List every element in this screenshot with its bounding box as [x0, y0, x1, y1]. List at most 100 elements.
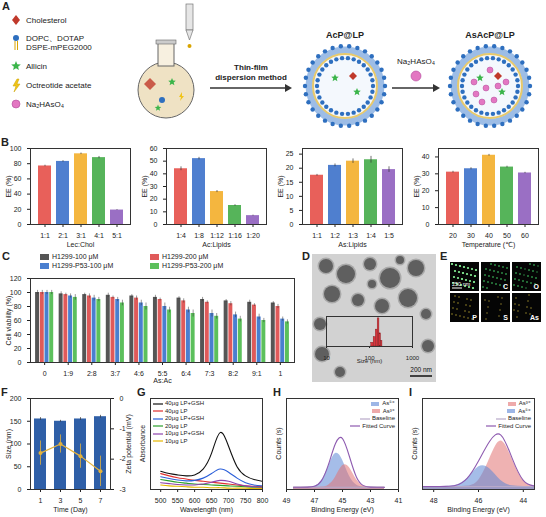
svg-text:40: 40: [150, 170, 158, 177]
svg-text:7:3: 7:3: [205, 370, 215, 377]
svg-text:0: 0: [43, 370, 47, 377]
svg-text:600: 600: [189, 497, 201, 504]
svg-text:60: 60: [521, 232, 529, 239]
svg-text:700: 700: [223, 497, 235, 504]
svg-text:150: 150: [10, 417, 22, 424]
svg-text:-3: -3: [120, 486, 126, 493]
svg-text:750: 750: [240, 497, 252, 504]
svg-text:Temperature (℃): Temperature (℃): [462, 241, 516, 249]
svg-text:10: 10: [150, 208, 158, 215]
svg-text:1:3: 1:3: [348, 232, 358, 239]
svg-text:Binding Energy (eV): Binding Energy (eV): [447, 506, 510, 514]
svg-text:3: 3: [59, 497, 63, 504]
svg-text:9:1: 9:1: [252, 370, 262, 377]
svg-text:48: 48: [430, 497, 438, 504]
svg-text:dispersion method: dispersion method: [215, 73, 287, 82]
svg-text:0: 0: [290, 221, 294, 228]
svg-text:40: 40: [14, 331, 22, 338]
svg-text:20: 20: [449, 232, 457, 239]
svg-text:100: 100: [10, 289, 22, 296]
svg-text:46: 46: [475, 497, 483, 504]
svg-text:Zeta potential (mV): Zeta potential (mV): [125, 414, 133, 474]
svg-text:1:16: 1:16: [228, 232, 242, 239]
svg-text:40: 40: [485, 232, 493, 239]
svg-text:Na₂HAsO₄: Na₂HAsO₄: [397, 57, 435, 66]
svg-text:1:1: 1:1: [312, 232, 322, 239]
svg-text:50: 50: [503, 232, 511, 239]
svg-text:500: 500: [155, 497, 167, 504]
svg-text:Time (Day): Time (Day): [53, 506, 87, 514]
svg-text:Size (nm): Size (nm): [357, 358, 383, 364]
svg-text:4:1: 4:1: [94, 232, 104, 239]
svg-text:EE (%): EE (%): [141, 175, 149, 197]
svg-text:O: O: [534, 283, 540, 290]
svg-text:As: As: [530, 314, 539, 321]
svg-text:8:2: 8:2: [228, 370, 238, 377]
svg-text:15: 15: [286, 179, 294, 186]
svg-text:2:1: 2:1: [58, 232, 68, 239]
svg-text:1:9: 1:9: [63, 370, 73, 377]
svg-text:0: 0: [120, 395, 124, 402]
svg-text:As:Ac: As:Ac: [153, 377, 172, 384]
svg-text:250 nm: 250 nm: [452, 281, 471, 287]
svg-text:5: 5: [290, 207, 294, 214]
svg-text:45: 45: [339, 497, 347, 504]
svg-text:2:8: 2:8: [87, 370, 97, 377]
svg-text:20: 20: [14, 206, 22, 213]
svg-text:0: 0: [18, 359, 22, 366]
svg-text:10: 10: [422, 204, 430, 211]
svg-text:60: 60: [14, 317, 22, 324]
svg-text:Cholesterol: Cholesterol: [26, 16, 67, 25]
svg-text:200: 200: [10, 395, 22, 402]
svg-text:3:1: 3:1: [76, 232, 86, 239]
svg-text:1:4: 1:4: [176, 232, 186, 239]
svg-text:200 nm: 200 nm: [410, 366, 432, 373]
svg-text:5:1: 5:1: [112, 232, 122, 239]
svg-text:10: 10: [286, 193, 294, 200]
svg-text:1000: 1000: [406, 355, 420, 361]
svg-text:Ac:Lipids: Ac:Lipids: [202, 241, 231, 249]
svg-text:120: 120: [10, 275, 22, 282]
svg-text:1:8: 1:8: [194, 232, 204, 239]
svg-text:10: 10: [323, 355, 330, 361]
svg-text:0: 0: [18, 221, 22, 228]
svg-text:0: 0: [18, 486, 22, 493]
svg-text:30: 30: [467, 232, 475, 239]
svg-text:20: 20: [150, 195, 158, 202]
svg-text:1:20: 1:20: [246, 232, 260, 239]
svg-text:80: 80: [14, 160, 22, 167]
svg-text:Octreotide acetate: Octreotide acetate: [26, 81, 92, 90]
svg-text:7: 7: [99, 497, 103, 504]
svg-text:6:4: 6:4: [181, 370, 191, 377]
svg-text:DSPE-mPEG2000: DSPE-mPEG2000: [26, 43, 92, 52]
svg-text:20: 20: [286, 164, 294, 171]
svg-text:25: 25: [286, 150, 294, 157]
svg-text:0: 0: [154, 221, 158, 228]
svg-text:Wavelength (nm): Wavelength (nm): [180, 506, 233, 514]
svg-text:80: 80: [14, 303, 22, 310]
svg-text:1:1: 1:1: [40, 232, 50, 239]
svg-text:49: 49: [283, 497, 291, 504]
svg-text:4:6: 4:6: [134, 370, 144, 377]
svg-text:40: 40: [422, 153, 430, 160]
svg-text:1:2: 1:2: [330, 232, 340, 239]
svg-text:As:Lipids: As:Lipids: [338, 241, 367, 249]
svg-text:1: 1: [39, 497, 43, 504]
svg-text:20: 20: [422, 187, 430, 194]
svg-text:C: C: [503, 283, 508, 290]
svg-text:AsAcP@LP: AsAcP@LP: [465, 30, 514, 40]
svg-text:Binding Energy (eV): Binding Energy (eV): [311, 506, 374, 514]
svg-text:1:5: 1:5: [384, 232, 394, 239]
svg-text:0: 0: [426, 221, 430, 228]
svg-text:Thin-film: Thin-film: [234, 63, 268, 72]
svg-text:1:12: 1:12: [210, 232, 224, 239]
svg-text:43: 43: [367, 497, 375, 504]
svg-text:Na₂HAsO₄: Na₂HAsO₄: [26, 100, 64, 109]
svg-text:5: 5: [79, 497, 83, 504]
svg-text:30: 30: [422, 170, 430, 177]
svg-text:50: 50: [14, 463, 22, 470]
svg-text:50: 50: [150, 157, 158, 164]
svg-text:60: 60: [14, 175, 22, 182]
svg-text:EE (%): EE (%): [277, 175, 285, 197]
svg-text:550: 550: [172, 497, 184, 504]
